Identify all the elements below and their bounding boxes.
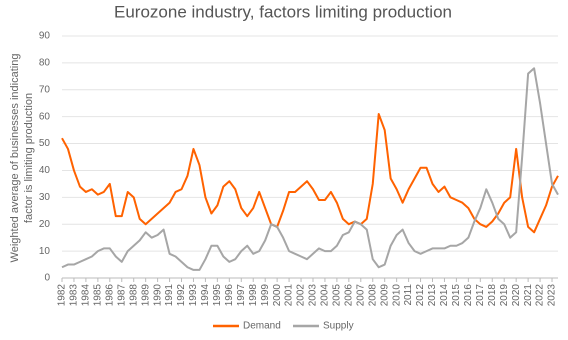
x-tick-label: 1992 <box>176 284 187 307</box>
x-tick-label: 2004 <box>320 284 331 307</box>
x-tick-label: 2018 <box>487 284 498 307</box>
y-tick-label: 20 <box>39 219 51 230</box>
x-tick-label: 1995 <box>212 284 223 307</box>
x-tick-label: 1991 <box>164 284 175 307</box>
y-axis-title: factor is limiting production <box>23 93 35 223</box>
x-tick-label: 2022 <box>535 284 546 307</box>
x-tick-label: 1983 <box>69 284 80 307</box>
x-tick-label: 1989 <box>140 284 151 307</box>
y-tick-label: 80 <box>39 58 51 69</box>
x-tick-label: 1993 <box>188 284 199 307</box>
x-tick-label: 1982 <box>57 284 68 307</box>
x-tick-label: 1999 <box>260 284 271 307</box>
x-tick-label: 2015 <box>451 284 462 307</box>
x-tick-label: 2003 <box>308 284 319 307</box>
y-tick-label: 70 <box>39 84 51 95</box>
x-tick-label: 2020 <box>511 284 522 307</box>
x-tick-label: 2009 <box>379 284 390 307</box>
x-tick-label: 2014 <box>439 284 450 307</box>
x-tick-label: 2007 <box>355 284 366 307</box>
x-tick-label: 1998 <box>248 284 259 307</box>
x-tick-label: 2008 <box>367 284 378 307</box>
x-tick-label: 2010 <box>391 284 402 307</box>
x-tick-label: 2021 <box>523 284 534 307</box>
legend-label: Supply <box>323 321 354 332</box>
x-tick-label: 2002 <box>296 284 307 307</box>
x-tick-label: 2005 <box>332 284 343 307</box>
x-tick-label: 2023 <box>547 284 558 307</box>
x-tick-label: 1986 <box>104 284 115 307</box>
x-tick-label: 1988 <box>128 284 139 307</box>
data-line <box>61 112 559 234</box>
y-tick-label: 90 <box>39 31 51 42</box>
y-axis-title: Weighted average of businesses indicatin… <box>9 54 21 263</box>
x-tick-label: 1984 <box>81 284 92 307</box>
x-tick-label: 2019 <box>499 284 510 307</box>
y-tick-label: 30 <box>39 192 51 203</box>
x-tick-label: 2017 <box>475 284 486 307</box>
legend-label: Demand <box>243 321 281 332</box>
x-tick-label: 2011 <box>403 284 414 306</box>
y-tick-label: 10 <box>39 246 51 257</box>
chart-title: Eurozone industry, factors limiting prod… <box>114 2 452 21</box>
x-tick-label: 2013 <box>427 284 438 307</box>
x-tick-label: 1987 <box>116 284 127 307</box>
x-tick-label: 2000 <box>272 284 283 307</box>
y-tick-label: 50 <box>39 138 51 149</box>
x-tick-label: 2012 <box>415 284 426 307</box>
x-tick-label: 1990 <box>152 284 163 307</box>
x-tick-label: 1996 <box>224 284 235 307</box>
x-tick-label: 2016 <box>463 284 474 307</box>
x-tick-label: 1994 <box>200 284 211 307</box>
x-tick-label: 2006 <box>343 284 354 307</box>
y-tick-label: 0 <box>44 273 50 284</box>
y-tick-label: 40 <box>39 165 51 176</box>
y-tick-label: 60 <box>39 111 51 122</box>
x-tick-label: 1997 <box>236 284 247 307</box>
data-line <box>61 67 559 271</box>
x-tick-label: 1985 <box>92 284 103 307</box>
x-tick-label: 2001 <box>284 284 295 307</box>
